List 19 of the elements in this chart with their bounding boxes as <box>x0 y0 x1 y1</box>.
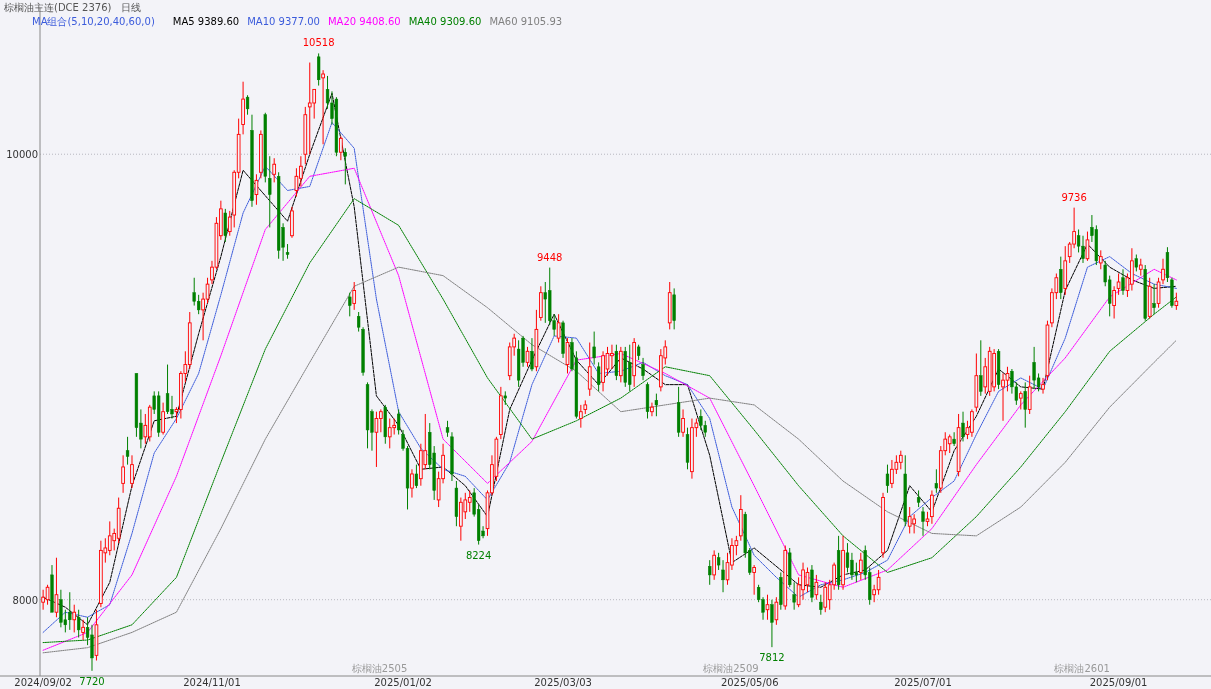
x-tick-label: 2025/01/02 <box>374 677 432 688</box>
y-tick-label: 8000 <box>12 594 38 606</box>
header: 棕榈油主连(DCE 2376) 日线 MA组合(5,10,20,40,60,0) MA5 9389.60 MA10 9377.00 MA20 9408.60 MA40 9309.60 MA60 9105.93 <box>4 2 563 27</box>
x-tick-label: 2025/07/01 <box>894 677 952 688</box>
annotation: 9736 <box>1061 191 1087 203</box>
x-tick-label: 2025/05/06 <box>720 677 779 688</box>
annotation: 棕榈油2509 <box>703 663 759 674</box>
annotation: 8224 <box>465 549 492 561</box>
annotation: 10518 <box>302 37 335 49</box>
y-tick-label: 10000 <box>6 149 38 161</box>
x-tick-label: 2025/09/01 <box>1089 677 1148 688</box>
x-tick-label: 2025/03/03 <box>534 677 592 688</box>
annotation: 9448 <box>537 251 563 263</box>
annotation: 7720 <box>79 675 105 687</box>
annotation: 7812 <box>759 652 785 664</box>
x-tick-label: 2024/09/02 <box>14 677 72 688</box>
x-tick-label: 2024/11/01 <box>183 677 241 688</box>
annotation: 棕榈油2601 <box>1054 663 1110 674</box>
annotation: 棕榈油2505 <box>351 663 408 674</box>
